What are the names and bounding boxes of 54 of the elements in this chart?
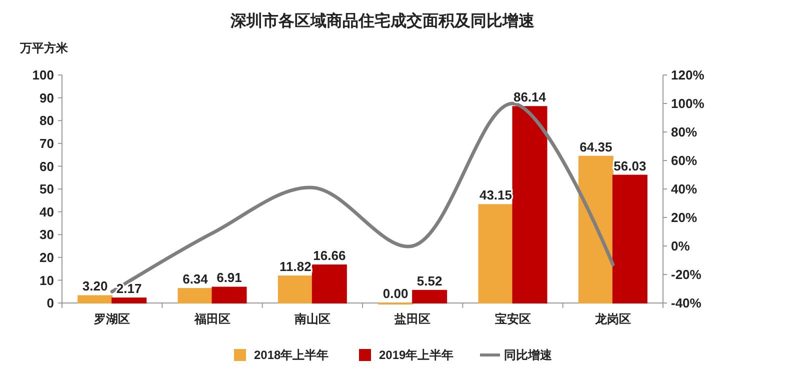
data-label: 11.82 <box>280 259 312 274</box>
y2-tick-label: 0% <box>671 238 690 254</box>
y-tick-label: 90 <box>40 90 54 106</box>
x-tick-label: 宝安区 <box>494 312 531 326</box>
y2-tick-label: 120% <box>671 68 705 83</box>
y-tick-label: 10 <box>40 272 54 288</box>
y-tick-label: 70 <box>40 136 54 151</box>
x-tick-label: 南山区 <box>293 312 330 326</box>
legend-label: 2019年上半年 <box>379 348 454 362</box>
y2-tick-label: 100% <box>671 96 705 112</box>
data-label: 2.17 <box>116 281 142 296</box>
y-tick-label: 0 <box>46 296 54 311</box>
y-tick-label: 40 <box>40 204 54 220</box>
bar <box>578 156 614 304</box>
y-tick-label: 50 <box>40 182 54 197</box>
data-label: 86.14 <box>513 90 547 105</box>
x-tick-label: 盐田区 <box>394 312 431 326</box>
y2-tick-label: 60% <box>671 153 698 168</box>
y-axis-title: 万平方米 <box>19 41 69 55</box>
data-label: 5.52 <box>416 273 442 288</box>
y-tick-label: 80 <box>40 113 54 128</box>
data-label: 16.66 <box>313 248 346 264</box>
y2-tick-label: 80% <box>671 124 698 140</box>
y2-tick-label: 20% <box>671 210 698 226</box>
bar <box>478 204 514 304</box>
chart-title: 深圳市各区域商品住宅成交面积及同比增速 <box>230 11 536 30</box>
bar <box>312 264 347 304</box>
y2-tick-label: 40% <box>671 182 698 197</box>
x-tick-label: 龙岗区 <box>594 312 631 326</box>
bar <box>78 295 113 304</box>
y2-tick-label: -20% <box>671 267 702 282</box>
data-label: 3.20 <box>82 278 108 294</box>
y-tick-label: 20 <box>40 250 54 265</box>
x-tick-label: 罗湖区 <box>93 312 130 326</box>
data-label: 6.34 <box>182 272 209 287</box>
data-label: 56.03 <box>614 158 646 174</box>
bar <box>412 290 448 304</box>
x-tick-label: 福田区 <box>193 312 230 326</box>
data-label: 43.15 <box>479 188 512 203</box>
data-label: 64.35 <box>580 139 612 154</box>
y-tick-label: 30 <box>40 227 54 242</box>
bar <box>212 286 247 304</box>
legend-label: 同比增速 <box>504 348 553 362</box>
bar <box>612 174 648 304</box>
data-label: 6.91 <box>216 270 242 286</box>
y-tick-label: 100 <box>32 68 54 83</box>
bar <box>278 276 313 304</box>
bar <box>178 288 213 304</box>
y-tick-label: 60 <box>40 158 54 174</box>
y2-tick-label: -40% <box>671 296 702 311</box>
bar <box>112 298 147 304</box>
bar <box>512 106 548 304</box>
legend-label: 2018年上半年 <box>254 348 329 362</box>
data-label: 0.00 <box>382 286 408 301</box>
